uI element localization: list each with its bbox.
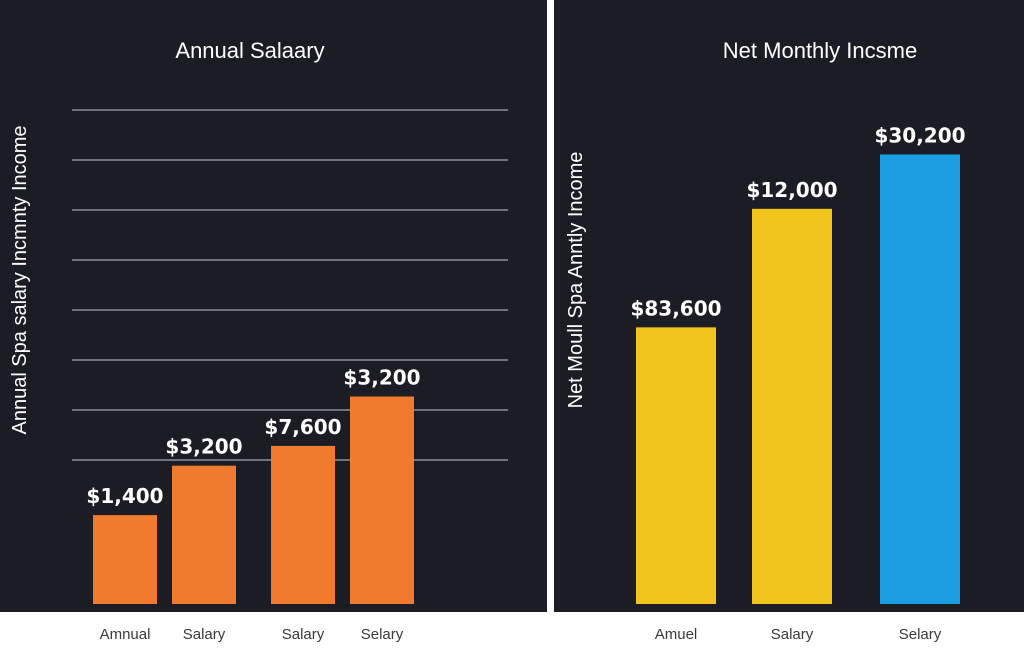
bar-value-label: $3,200	[343, 366, 420, 390]
x-tick-label: Salary	[281, 626, 325, 643]
y-axis-label: Annual Spa salary Incmnty Income	[9, 125, 31, 434]
bar-value-label: $83,600	[630, 296, 721, 320]
x-tick-label: Amuel	[654, 626, 698, 643]
annual-salary-chart: Annual Salaary Annual Spa salary Incmnty …	[9, 38, 508, 604]
x-tick-label: Salary	[770, 626, 814, 643]
x-tick-label: Amnual	[99, 626, 151, 643]
bar-value-label: $3,200	[165, 435, 242, 459]
x-tick-label: Salary	[182, 626, 226, 643]
bar	[172, 465, 236, 604]
chart-title: Annual Salaary	[175, 38, 324, 63]
y-axis-label: Net Moull Spa Anntly Income	[565, 152, 587, 409]
bar-value-label: $30,200	[874, 123, 965, 147]
annual-salary-panel: Annual Salaary Annual Spa salary Incmnty …	[0, 0, 547, 612]
net-monthly-income-panel: Net Monthly Incsme Net Moull Spa Anntly I…	[554, 0, 1024, 612]
bar	[752, 208, 832, 605]
chart-title: Net Monthly Incsme	[723, 38, 917, 63]
bar	[93, 515, 157, 604]
bar-value-label: $1,400	[86, 484, 163, 508]
bar-value-label: $12,000	[746, 178, 837, 202]
bar	[350, 396, 414, 604]
x-tick-label: Selary	[360, 626, 404, 643]
bar	[880, 154, 960, 604]
bar	[636, 327, 716, 604]
x-tick-label: Selary	[898, 626, 942, 643]
x-axis-labels: Amnual Salary Salary Selary Amuel Salary Selar…	[0, 612, 1024, 655]
net-monthly-income-chart: Net Monthly Incsme Net Moull Spa Anntly I…	[565, 38, 966, 605]
bar	[271, 445, 335, 604]
panel-divider	[547, 0, 554, 612]
bar-value-label: $7,600	[264, 415, 341, 439]
